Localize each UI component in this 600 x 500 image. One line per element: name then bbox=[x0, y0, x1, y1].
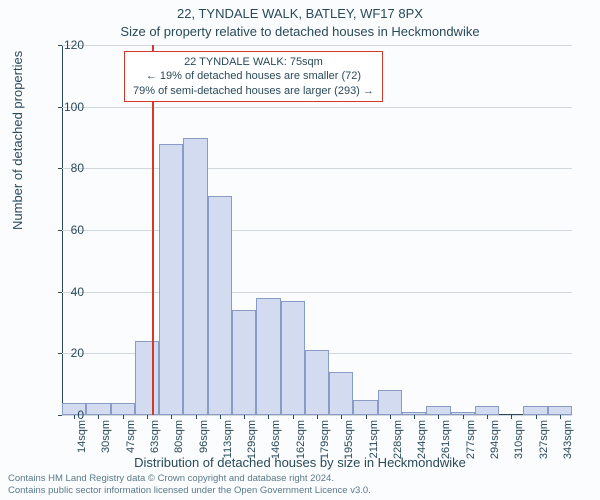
x-tick-label: 14sqm bbox=[76, 420, 88, 460]
y-axis-label: Number of detached properties bbox=[10, 51, 25, 230]
histogram-bar bbox=[281, 301, 305, 415]
histogram-bar bbox=[329, 372, 353, 415]
chart-title-sub: Size of property relative to detached ho… bbox=[0, 24, 600, 39]
x-tick-label: 195sqm bbox=[343, 420, 355, 460]
x-tick-mark bbox=[244, 415, 245, 419]
x-tick-label: 146sqm bbox=[270, 420, 282, 460]
x-tick-mark bbox=[414, 415, 415, 419]
x-tick-label: 261sqm bbox=[440, 420, 452, 460]
x-tick-mark bbox=[463, 415, 464, 419]
grid-line bbox=[62, 45, 572, 46]
y-tick-label: 80 bbox=[44, 161, 84, 175]
y-tick-label: 20 bbox=[44, 346, 84, 360]
annotation-line: 22 TYNDALE WALK: 75sqm bbox=[133, 55, 374, 69]
x-tick-mark bbox=[487, 415, 488, 419]
footer-line-1: Contains HM Land Registry data © Crown c… bbox=[8, 473, 371, 484]
footer-attribution: Contains HM Land Registry data © Crown c… bbox=[8, 473, 371, 496]
annotation-line: ← 19% of detached houses are smaller (72… bbox=[133, 69, 374, 83]
x-tick-label: 47sqm bbox=[125, 420, 137, 460]
x-tick-label: 327sqm bbox=[538, 420, 550, 460]
histogram-bar bbox=[183, 138, 207, 416]
x-tick-mark bbox=[536, 415, 537, 419]
x-tick-label: 228sqm bbox=[392, 420, 404, 460]
chart-container: 22, TYNDALE WALK, BATLEY, WF17 8PX Size … bbox=[0, 0, 600, 500]
x-tick-label: 113sqm bbox=[222, 420, 234, 460]
histogram-bar bbox=[353, 400, 377, 415]
x-tick-mark bbox=[293, 415, 294, 419]
histogram-bar bbox=[523, 406, 547, 415]
x-tick-mark bbox=[147, 415, 148, 419]
x-tick-mark bbox=[317, 415, 318, 419]
x-tick-label: 162sqm bbox=[295, 420, 307, 460]
annotation-line: 79% of semi-detached houses are larger (… bbox=[133, 84, 374, 98]
grid-line bbox=[62, 168, 572, 169]
x-tick-mark bbox=[390, 415, 391, 419]
histogram-bar bbox=[135, 341, 159, 415]
grid-line bbox=[62, 292, 572, 293]
histogram-bar bbox=[548, 406, 572, 415]
x-tick-mark bbox=[341, 415, 342, 419]
histogram-bar bbox=[256, 298, 280, 415]
x-tick-mark bbox=[511, 415, 512, 419]
x-tick-mark bbox=[560, 415, 561, 419]
footer-line-2: Contains public sector information licen… bbox=[8, 485, 371, 496]
x-tick-label: 310sqm bbox=[513, 420, 525, 460]
x-tick-label: 179sqm bbox=[319, 420, 331, 460]
histogram-bar bbox=[475, 406, 499, 415]
x-tick-mark bbox=[98, 415, 99, 419]
x-tick-mark bbox=[438, 415, 439, 419]
histogram-bar bbox=[378, 390, 402, 415]
x-tick-label: 294sqm bbox=[489, 420, 501, 460]
y-tick-label: 40 bbox=[44, 285, 84, 299]
grid-line bbox=[62, 230, 572, 231]
x-tick-label: 30sqm bbox=[100, 420, 112, 460]
histogram-bar bbox=[426, 406, 450, 415]
histogram-bar bbox=[159, 144, 183, 415]
x-tick-mark bbox=[171, 415, 172, 419]
chart-title-main: 22, TYNDALE WALK, BATLEY, WF17 8PX bbox=[0, 6, 600, 21]
x-tick-label: 211sqm bbox=[368, 420, 380, 460]
x-tick-mark bbox=[196, 415, 197, 419]
histogram-bar bbox=[111, 403, 135, 415]
histogram-bar bbox=[86, 403, 110, 415]
x-tick-label: 277sqm bbox=[465, 420, 477, 460]
histogram-bar bbox=[232, 310, 256, 415]
x-tick-label: 80sqm bbox=[173, 420, 185, 460]
x-tick-mark bbox=[123, 415, 124, 419]
x-tick-mark bbox=[220, 415, 221, 419]
y-tick-label: 100 bbox=[44, 100, 84, 114]
annotation-box: 22 TYNDALE WALK: 75sqm← 19% of detached … bbox=[124, 51, 383, 102]
x-tick-label: 129sqm bbox=[246, 420, 258, 460]
x-tick-mark bbox=[366, 415, 367, 419]
x-tick-label: 244sqm bbox=[416, 420, 428, 460]
x-tick-label: 96sqm bbox=[198, 420, 210, 460]
y-tick-label: 120 bbox=[44, 38, 84, 52]
grid-line bbox=[62, 107, 572, 108]
x-tick-label: 63sqm bbox=[149, 420, 161, 460]
y-tick-label: 60 bbox=[44, 223, 84, 237]
histogram-bar bbox=[305, 350, 329, 415]
x-tick-label: 343sqm bbox=[562, 420, 574, 460]
plot-area: 22 TYNDALE WALK: 75sqm← 19% of detached … bbox=[62, 45, 572, 415]
x-tick-mark bbox=[268, 415, 269, 419]
histogram-bar bbox=[208, 196, 232, 415]
